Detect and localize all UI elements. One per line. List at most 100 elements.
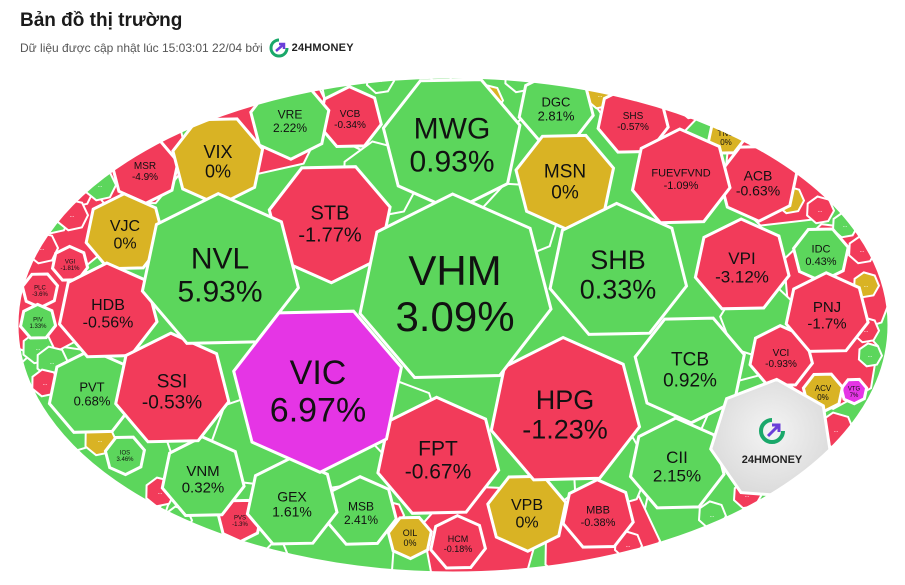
map-cell-minor[interactable]: ... bbox=[751, 103, 781, 133]
map-cell-symbol: IDC bbox=[812, 244, 831, 256]
map-cell-ellipsis: ... bbox=[39, 246, 44, 252]
map-cell-shape bbox=[50, 244, 90, 282]
map-cell-change: -0.63% bbox=[736, 183, 780, 199]
map-cell-hcm[interactable]: HCM-0.18% bbox=[429, 513, 488, 570]
map-cell-shape bbox=[386, 515, 433, 561]
map-cell-ellipsis: ... bbox=[859, 248, 864, 254]
map-cell-change: 0% bbox=[817, 393, 829, 402]
map-cell-ellipsis: ... bbox=[42, 381, 47, 387]
map-cell-symbol: FUEVFVND bbox=[651, 168, 710, 180]
page-title: Bản đồ thị trường bbox=[20, 10, 183, 31]
map-cell-shape bbox=[429, 513, 488, 570]
map-cell-symbol: HCM bbox=[448, 534, 469, 544]
map-cell-fpt[interactable]: FPT-0.67% bbox=[376, 395, 501, 515]
map-cell-shape bbox=[630, 127, 732, 225]
map-cell-minor[interactable]: ... bbox=[782, 130, 812, 160]
map-cell-change: 2.15% bbox=[653, 467, 701, 486]
map-cell-change: -1.09% bbox=[664, 180, 699, 192]
map-cell-symbol: VPB bbox=[511, 497, 543, 514]
map-cell-ellipsis: ... bbox=[833, 428, 838, 434]
updated-text: Dữ liệu được cập nhật lúc 15:03:01 22/04… bbox=[20, 41, 263, 55]
map-cell-change: 0.32% bbox=[182, 480, 225, 497]
map-cell-symbol: ACV bbox=[815, 384, 832, 393]
map-cell-change: -4.9% bbox=[132, 172, 158, 183]
map-cell-ellipsis: ... bbox=[69, 213, 74, 219]
map-cell-fuevfvnd[interactable]: FUEVFVND-1.09% bbox=[630, 127, 732, 225]
map-cell-change: 2.41% bbox=[344, 513, 378, 527]
map-cell-ellipsis: ... bbox=[817, 208, 822, 214]
map-cell-shape bbox=[47, 348, 137, 434]
map-cell-symbol: SHB bbox=[590, 245, 646, 275]
map-cell-ellipsis: ... bbox=[584, 78, 589, 84]
map-cell-change: -1.3% bbox=[232, 522, 248, 528]
map-cell-ellipsis: ... bbox=[689, 103, 694, 109]
map-cell-symbol: VTG bbox=[848, 386, 861, 392]
map-cell-minor[interactable]: ... bbox=[84, 168, 118, 202]
map-cell-shape bbox=[18, 302, 58, 340]
brand-name: 24HMONEY bbox=[291, 42, 354, 54]
map-cell-symbol: OIL bbox=[403, 528, 418, 538]
map-cell-ellipsis: ... bbox=[49, 360, 54, 366]
map-cell-stb[interactable]: STB-1.77% bbox=[267, 165, 392, 285]
map-cell-symbol: VGI bbox=[65, 259, 76, 265]
map-cell-shape bbox=[857, 342, 884, 368]
map-cell-symbol: CII bbox=[666, 448, 688, 467]
map-cell-change: 0% bbox=[515, 515, 538, 532]
map-cell-shape bbox=[358, 192, 553, 380]
map-cell-symbol: DGC bbox=[542, 94, 571, 109]
map-cell-symbol: IOS bbox=[120, 450, 130, 456]
map-cell-symbol: PVT bbox=[79, 379, 104, 394]
map-cell-pnj[interactable]: PNJ-1.7% bbox=[784, 271, 870, 353]
map-cell-symbol: VCB bbox=[340, 109, 361, 120]
brand-logo[interactable]: 24HMONEY bbox=[269, 38, 354, 58]
map-cell-minor[interactable]: ... bbox=[806, 195, 836, 225]
map-cell-ellipsis: ... bbox=[863, 328, 868, 334]
map-cell-shape bbox=[381, 78, 522, 213]
map-cell-minor[interactable]: ... bbox=[857, 342, 884, 368]
map-cell-ellipsis: ... bbox=[762, 116, 767, 122]
map-cell-change: 0.68% bbox=[74, 394, 111, 409]
map-cell-vpi[interactable]: VPI-3.12% bbox=[693, 217, 791, 311]
map-cell-change: 0% bbox=[551, 183, 579, 204]
map-cell-shape bbox=[751, 103, 781, 133]
map-cell-shape bbox=[103, 435, 147, 477]
map-cell-hpg[interactable]: HPG-1.23% bbox=[489, 335, 642, 482]
map-cell-change: 5.93% bbox=[177, 275, 262, 308]
map-cell-change: 0.92% bbox=[663, 371, 717, 392]
map-cell-change: 0% bbox=[113, 236, 136, 253]
map-cell-ellipsis: ... bbox=[157, 490, 162, 496]
map-cell-ellipsis: ... bbox=[35, 346, 40, 352]
map-cell-hdb[interactable]: HDB-0.56% bbox=[57, 261, 159, 359]
map-cell-shape bbox=[317, 84, 383, 149]
map-cell-mbb[interactable]: MBB-0.38% bbox=[561, 478, 635, 549]
map-cell-change: -0.93% bbox=[765, 359, 797, 370]
map-cell-plc[interactable]: PLC-3.6% bbox=[20, 272, 60, 310]
map-cell-vgi[interactable]: VGI-1.81% bbox=[50, 244, 90, 282]
map-cell-change: -0.53% bbox=[142, 393, 202, 414]
map-cell-ellipsis: ... bbox=[744, 493, 749, 499]
map-cell-vcb[interactable]: VCB-0.34% bbox=[317, 84, 383, 149]
map-cell-symbol: STB bbox=[311, 203, 350, 225]
map-cell-ellipsis: ... bbox=[867, 353, 872, 359]
map-cell-symbol: MWG bbox=[414, 112, 491, 145]
